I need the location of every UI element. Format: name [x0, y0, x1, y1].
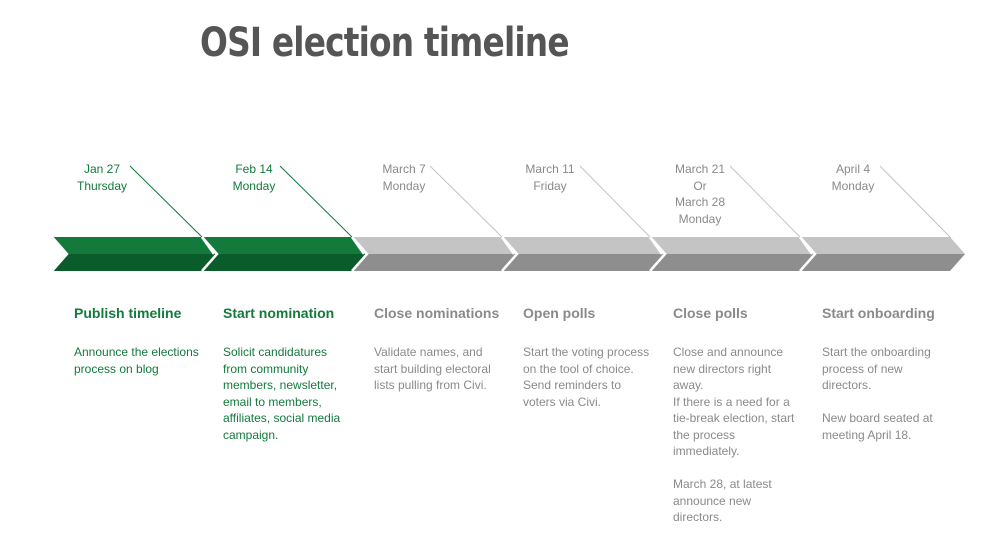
arrow-segment-top — [202, 237, 367, 254]
milestone-description-paragraph: Validate names, and start building elect… — [374, 345, 491, 392]
milestone-date: March 11 Friday — [525, 162, 575, 193]
date-leader-line — [129, 165, 204, 239]
milestone-description: Start the onboarding process of new dire… — [822, 344, 952, 460]
milestone-description: Solicit candidatures from community memb… — [223, 344, 353, 460]
milestone-description: Close and announce new directors right a… — [673, 344, 803, 542]
milestone-description: Validate names, and start building elect… — [374, 344, 504, 410]
milestone-date: April 4 Monday — [831, 162, 875, 193]
arrow-segment-bottom — [52, 254, 217, 271]
arrow-segment-top — [52, 237, 217, 254]
milestone-date: March 21 Or March 28 Monday — [674, 162, 726, 226]
arrow-segment-top — [502, 237, 665, 254]
milestone-heading: Start nomination — [223, 305, 335, 321]
arrow-separator — [799, 236, 817, 272]
milestone-heading: Start onboarding — [822, 305, 935, 321]
arrow-separator — [501, 236, 519, 272]
milestone-heading: Publish timeline — [74, 305, 182, 321]
arrow-segment-bottom — [352, 254, 517, 271]
milestone-description-paragraph: New board seated at meeting April 18. — [822, 411, 933, 442]
milestone-description-paragraph: March 28, at latest announce new directo… — [673, 477, 772, 524]
date-leader-line — [879, 165, 952, 239]
milestone-description-paragraph: Close and announce new directors right a… — [673, 345, 795, 458]
milestone-description-paragraph: Start the onboarding process of new dire… — [822, 345, 931, 392]
milestone-date: Feb 14 Monday — [232, 162, 276, 193]
arrow-segment-bottom — [202, 254, 367, 271]
milestone-date: March 7 Monday — [382, 162, 426, 193]
arrow-segment-top — [352, 237, 517, 254]
milestone-description-paragraph: Solicit candidatures from community memb… — [223, 345, 341, 442]
milestone-heading: Open polls — [523, 305, 596, 321]
milestone-description-paragraph: Announce the elections process on blog — [74, 345, 199, 376]
arrow-segment-bottom — [502, 254, 665, 271]
milestone-date: Jan 27 Thursday — [76, 162, 128, 193]
date-leader-line — [729, 165, 802, 239]
milestone-description: Announce the elections process on blog — [74, 344, 204, 394]
milestone-description-paragraph: Start the voting process on the tool of … — [523, 345, 650, 409]
milestone-description: Start the voting process on the tool of … — [523, 344, 653, 427]
arrow-segment-top — [800, 237, 965, 254]
arrow-segment-bottom — [800, 254, 965, 271]
page-title: OSI election timeline — [200, 20, 570, 66]
arrow-separator — [51, 236, 69, 272]
arrow-segment-top — [650, 237, 815, 254]
milestone-heading: Close polls — [673, 305, 748, 321]
date-leader-line — [279, 165, 354, 239]
arrow-segment-bottom — [650, 254, 815, 271]
date-leader-line — [579, 165, 652, 239]
arrow-separator — [201, 236, 219, 272]
date-leader-line — [429, 165, 504, 239]
arrow-separator — [649, 236, 667, 272]
arrow-separator — [351, 236, 369, 272]
milestone-heading: Close nominations — [374, 305, 500, 321]
